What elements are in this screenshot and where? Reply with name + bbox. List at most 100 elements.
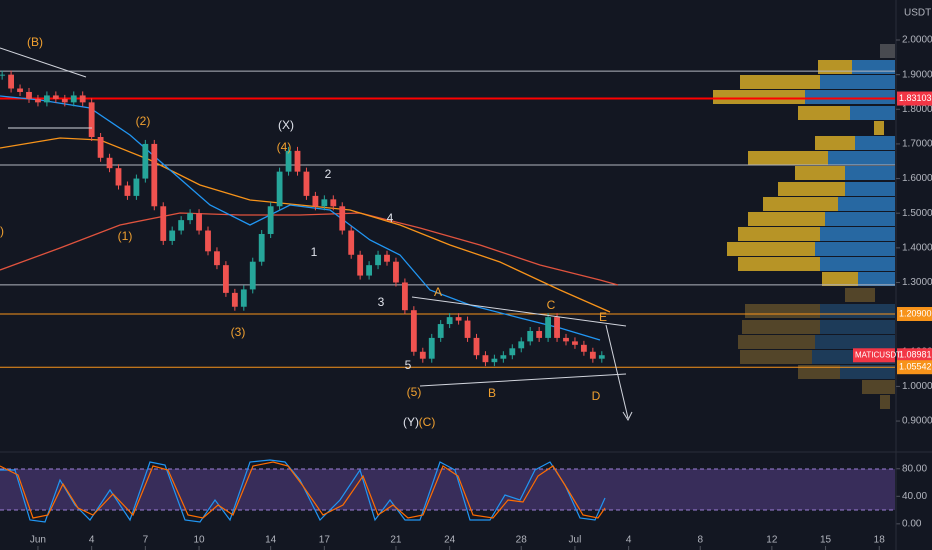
candle (8, 74, 15, 89)
candle (598, 355, 605, 359)
wave-label: (C) (419, 415, 436, 429)
wave-label: ) (0, 224, 4, 238)
candle (26, 91, 32, 99)
candle (491, 358, 498, 363)
x-tick-label: 24 (444, 535, 456, 546)
x-tick-label: Jul (569, 535, 582, 546)
candle (70, 95, 77, 103)
candle (187, 213, 194, 221)
candle (330, 199, 337, 207)
candle (88, 102, 95, 137)
x-tick-label: 18 (874, 535, 886, 546)
osc-tick-label: 0.00 (902, 518, 922, 529)
wave-label: (5) (407, 385, 422, 399)
candle (500, 355, 507, 359)
candle (509, 348, 516, 356)
wave-label: (Y) (403, 415, 419, 429)
wave-label: B (488, 386, 496, 400)
candle (133, 178, 140, 196)
candle (536, 330, 543, 338)
candle (428, 337, 435, 359)
x-tick-label: 28 (516, 535, 528, 546)
candle (384, 254, 390, 262)
candle (43, 95, 50, 103)
candle (410, 310, 417, 352)
candle (35, 98, 41, 103)
candle (357, 254, 364, 276)
candle (52, 95, 59, 99)
x-tick-label: 17 (319, 535, 331, 546)
ma-50 (0, 95, 601, 341)
price-tag-bg (897, 360, 932, 375)
drawings (0, 47, 633, 422)
candle (106, 157, 113, 169)
candle (61, 98, 68, 103)
x-tick-label: 7 (143, 535, 149, 546)
price-tag: 1.20900 (899, 308, 932, 318)
x-tick-label: Jun (30, 535, 46, 546)
x-tick-label: 10 (193, 535, 205, 546)
candle (321, 199, 328, 207)
y-tick-label: 1.50000 (902, 208, 932, 219)
candle (455, 317, 462, 321)
y-tick-label: 1.30000 (902, 277, 932, 288)
candle (482, 355, 489, 363)
candle (0, 74, 6, 76)
candle (464, 320, 471, 338)
wave-label: 5 (405, 358, 412, 372)
wave-label: D (592, 389, 601, 403)
candle (267, 206, 274, 234)
candle (276, 171, 283, 207)
candle (366, 265, 373, 276)
candle (196, 213, 202, 231)
candle (545, 317, 552, 338)
price-tags: 1.831031.209001.0898103:35:37MATICUSDT1.… (853, 91, 932, 375)
wave-label: C (547, 298, 556, 312)
candle (231, 292, 238, 307)
candle (178, 220, 185, 231)
candle (79, 95, 86, 103)
volume-profile (713, 44, 895, 409)
x-tick-label: 8 (697, 535, 703, 546)
annotations: (B) (2) (X) (4) 2 4 1 (1) (3) 3 A C E 5 (5) B D (Y) (C)) (0, 35, 607, 429)
candle (589, 351, 596, 359)
wave-label: (4) (277, 140, 292, 154)
candle (563, 337, 569, 342)
levels (0, 70, 895, 368)
candle (473, 337, 480, 356)
candle (348, 230, 355, 255)
symbol-tag-bg (853, 348, 895, 363)
candle (572, 341, 578, 345)
wave-label: 2 (325, 167, 332, 181)
candle (294, 150, 301, 172)
candle (222, 265, 229, 293)
x-tick-label: 4 (89, 535, 95, 546)
price-tag-bg (897, 91, 932, 106)
currency-label: USDT (904, 8, 931, 19)
stoch-d (0, 461, 606, 519)
candle (446, 317, 453, 325)
candle (240, 289, 247, 307)
candle (419, 351, 426, 359)
wave-label: E (599, 310, 607, 324)
candles (0, 70, 605, 367)
x-tick-label: 21 (390, 535, 402, 546)
candle (518, 341, 525, 349)
x-tick-label: 12 (766, 535, 778, 546)
wave-label: (3) (231, 325, 246, 339)
candle (160, 206, 167, 241)
osc-band (0, 469, 895, 510)
candle (285, 150, 292, 172)
wave-label: (1) (118, 229, 133, 243)
wave-label: (B) (27, 35, 43, 49)
price-tag: 1.83103 (899, 93, 932, 103)
candle (312, 195, 319, 207)
candle (339, 206, 346, 231)
y-tick-label: 1.40000 (902, 242, 932, 253)
candle (214, 251, 220, 266)
osc-tick-label: 80.00 (902, 463, 927, 474)
ma-200 (0, 212, 619, 286)
candle (205, 230, 211, 252)
candle (249, 261, 256, 290)
